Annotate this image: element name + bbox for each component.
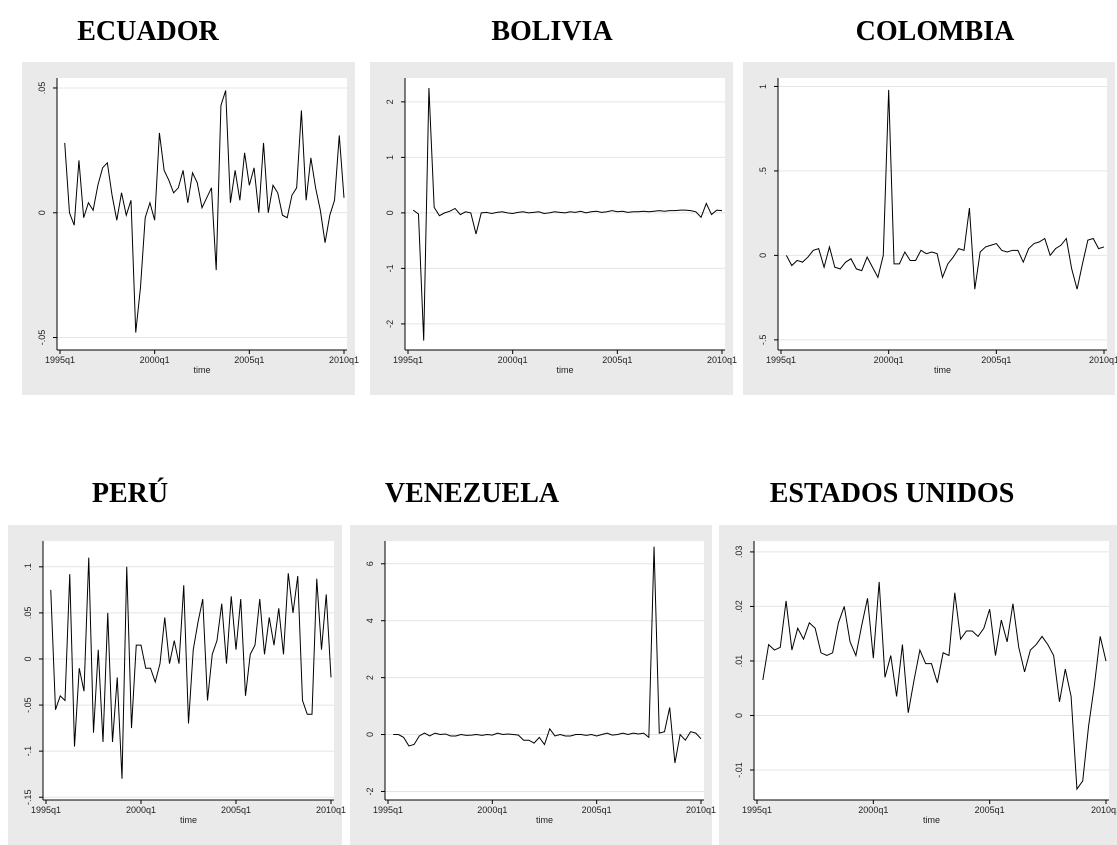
x-axis-label: time: [193, 365, 210, 375]
series-line: [785, 89, 1105, 290]
y-tick-label: 0: [385, 210, 395, 215]
x-tick-label: 2010q1: [1089, 355, 1117, 365]
x-tick-label: 2005q1: [582, 805, 612, 815]
x-tick-label: 1995q1: [31, 805, 61, 815]
x-tick-label: 2010q1: [1091, 805, 1117, 815]
y-tick-label: -.05: [23, 697, 33, 713]
chart-title: BOLIVIA: [491, 16, 613, 47]
x-tick-label: 2005q1: [234, 355, 264, 365]
plot-area: [385, 541, 704, 800]
x-tick-label: 1995q1: [766, 355, 796, 365]
y-tick-label: 2: [385, 99, 395, 104]
x-tick-label: 2000q1: [477, 805, 507, 815]
y-tick-label: -2: [385, 320, 395, 328]
y-tick-label: .1: [23, 563, 33, 571]
x-tick-label: 1995q1: [373, 805, 403, 815]
x-tick-label: 1995q1: [393, 355, 423, 365]
plot-area: [57, 78, 347, 350]
plot-area: [405, 78, 725, 350]
x-tick-label: 2000q1: [874, 355, 904, 365]
y-tick-label: 0: [37, 210, 47, 215]
x-tick-label: 2005q1: [221, 805, 251, 815]
chart-title: ECUADOR: [77, 16, 219, 47]
y-tick-label: -2: [365, 787, 375, 795]
y-tick-label: 4: [365, 618, 375, 623]
x-axis-label: time: [556, 365, 573, 375]
x-tick-label: 2010q1: [316, 805, 346, 815]
y-tick-label: 0: [734, 713, 744, 718]
y-tick-label: 0: [365, 732, 375, 737]
y-tick-label: -.01: [734, 762, 744, 778]
y-tick-label: .05: [37, 82, 47, 95]
x-tick-label: 2005q1: [602, 355, 632, 365]
y-tick-label: -.5: [758, 335, 768, 346]
y-tick-label: 0: [758, 253, 768, 258]
y-tick-label: -.05: [37, 330, 47, 346]
x-tick-label: 1995q1: [742, 805, 772, 815]
x-axis-label: time: [536, 815, 553, 825]
x-tick-label: 2000q1: [140, 355, 170, 365]
y-tick-label: .03: [734, 546, 744, 559]
panel: ESTADOS UNIDOS -.01 0 .01 .02 .03 1995q1 2000q1…: [719, 478, 1117, 845]
y-tick-label: .02: [734, 600, 744, 613]
series-line: [762, 581, 1107, 791]
panel: COLOMBIA -.5 0 .5 1 1995q1 2000q1 2005q1 2010q1 t…: [743, 16, 1117, 395]
plot-area: [43, 541, 334, 800]
x-tick-label: 2010q1: [707, 355, 737, 365]
series-line: [393, 546, 702, 764]
chart-title: COLOMBIA: [856, 16, 1015, 47]
x-axis-label: time: [180, 815, 197, 825]
x-tick-label: 2000q1: [126, 805, 156, 815]
panel: PERÚ -.15 -.1 -.05 0 .05 .1 1995q1 2000q1 2005q1 2…: [8, 478, 346, 845]
y-tick-label: -1: [385, 264, 395, 272]
y-tick-label: 1: [385, 155, 395, 160]
series-line: [64, 90, 345, 333]
plot-area: [754, 541, 1109, 800]
y-tick-label: 6: [365, 561, 375, 566]
y-tick-label: 1: [758, 84, 768, 89]
y-tick-label: 0: [23, 656, 33, 661]
x-tick-label: 2000q1: [498, 355, 528, 365]
x-axis-label: time: [923, 815, 940, 825]
chart-title: PERÚ: [92, 478, 168, 509]
y-tick-label: .5: [758, 167, 768, 175]
panel: ECUADOR -.05 0 .05 1995q1 2000q1 2005q1 2010q1 t…: [22, 16, 359, 395]
y-tick-label: .05: [23, 607, 33, 620]
panel: BOLIVIA -2 -1 0 1 2 1995q1 2000q1 2005q1 2010q1 ti…: [370, 16, 737, 395]
x-tick-label: 2010q1: [329, 355, 359, 365]
y-tick-label: 2: [365, 675, 375, 680]
x-tick-label: 1995q1: [45, 355, 75, 365]
y-tick-label: -.15: [23, 789, 33, 805]
chart-title: ESTADOS UNIDOS: [770, 478, 1015, 509]
y-tick-label: .01: [734, 655, 744, 668]
series-line: [50, 557, 332, 779]
x-tick-label: 2010q1: [686, 805, 716, 815]
x-tick-label: 2005q1: [981, 355, 1011, 365]
x-axis-label: time: [934, 365, 951, 375]
y-tick-label: -.1: [23, 746, 33, 757]
plot-area: [778, 78, 1107, 350]
series-line: [412, 87, 723, 341]
x-tick-label: 2000q1: [858, 805, 888, 815]
panel: VENEZUELA -2 0 2 4 6 1995q1 2000q1 2005q1 2010q1 t…: [350, 478, 716, 845]
chart-title: VENEZUELA: [385, 478, 560, 509]
x-tick-label: 2005q1: [975, 805, 1005, 815]
